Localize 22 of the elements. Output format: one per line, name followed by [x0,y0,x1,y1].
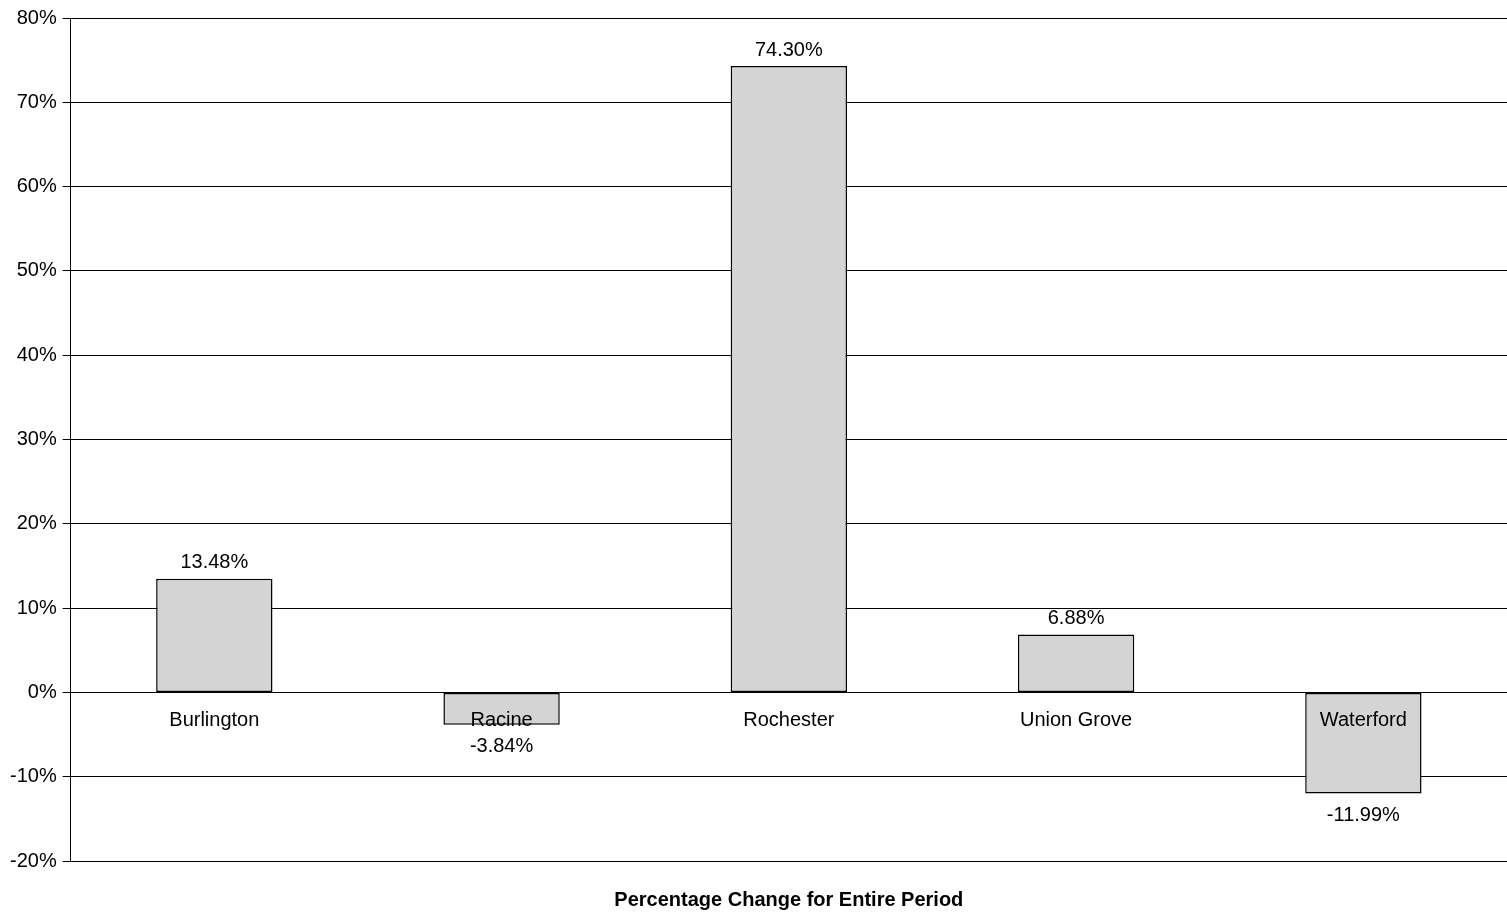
data-label: 6.88% [1047,605,1105,628]
y-tick-label: 0% [27,679,57,702]
data-label: -11.99% [1326,802,1401,825]
data-label: 13.48% [180,550,249,573]
y-tick-label: -20% [9,848,57,871]
y-tick-label: 40% [16,342,57,365]
x-axis-title: Percentage Change for Entire Period [614,887,964,910]
x-tick-label: Waterford [1319,707,1407,730]
y-tick-label: -10% [9,764,57,787]
y-tick-label: 60% [16,174,57,197]
y-tick-label: 80% [16,5,57,28]
x-tick-label: Burlington [169,707,260,730]
y-tick-label: 30% [16,427,57,450]
y-tick-label: 20% [16,511,57,534]
x-tick-label: Rochester [743,707,835,730]
x-tick-label: Racine [470,707,533,730]
data-label: -3.84% [469,734,534,757]
y-tick-label: 10% [16,595,57,618]
y-tick-label: 70% [16,89,57,112]
data-label: 74.30% [754,37,823,60]
y-tick-label: 50% [16,258,57,281]
x-tick-label: Union Grove [1019,707,1133,730]
